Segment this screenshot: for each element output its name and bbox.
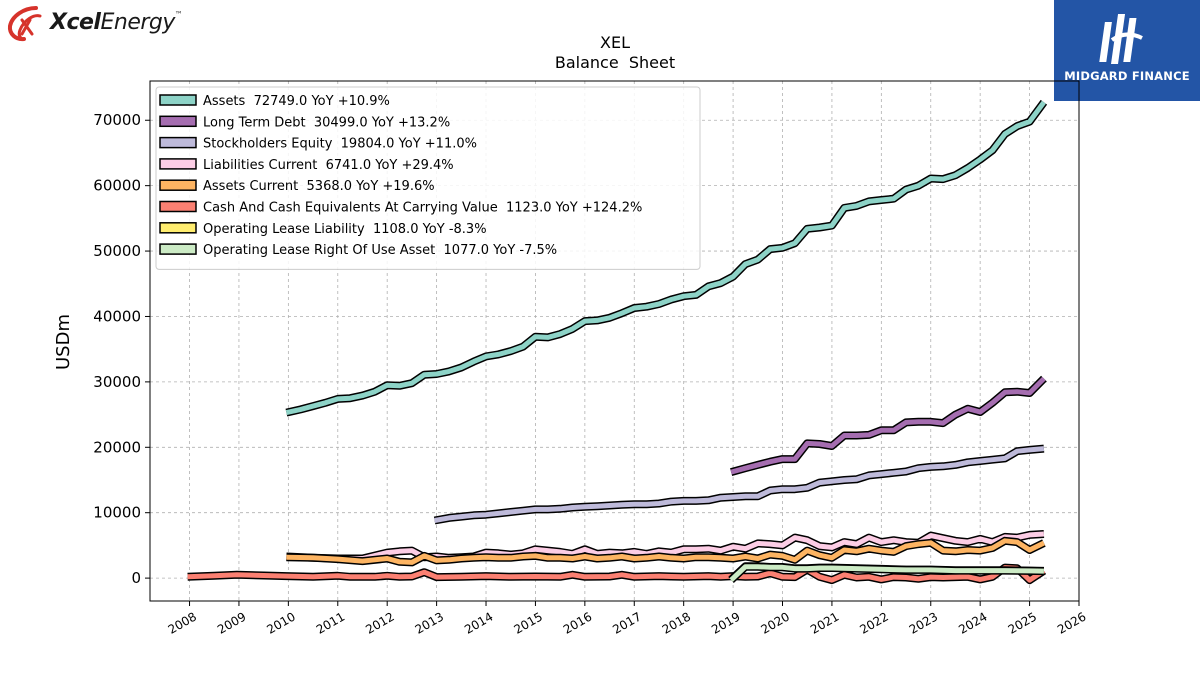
midgard-finance-logo: MIDGARD FINANCE xyxy=(1054,0,1200,101)
legend-label-5: Cash And Cash Equivalents At Carrying Va… xyxy=(203,201,642,216)
x-tick-label-2015: 2015 xyxy=(511,609,544,636)
y-axis-label: USDm xyxy=(53,314,74,370)
x-tick-label-2026: 2026 xyxy=(1055,609,1088,636)
x-tick-label-2025: 2025 xyxy=(1006,609,1039,636)
legend-label-6: Operating Lease Liability 1108.0 YoY -8.… xyxy=(203,222,487,237)
chart-subtitle: Balance Sheet xyxy=(555,53,675,72)
y-tick-label-30000: 30000 xyxy=(93,373,141,391)
x-tick-label-2012: 2012 xyxy=(363,609,396,636)
legend-swatch-2 xyxy=(159,136,197,149)
series-line-1 xyxy=(730,376,1046,475)
x-tick-label-2010: 2010 xyxy=(264,609,297,636)
x-tick-label-2023: 2023 xyxy=(907,609,940,636)
y-tick-label-70000: 70000 xyxy=(93,111,141,129)
x-tick-label-2017: 2017 xyxy=(610,609,643,636)
x-tick-label-2018: 2018 xyxy=(660,609,693,636)
series-line-0 xyxy=(285,100,1046,416)
x-tick-label-2014: 2014 xyxy=(462,609,495,636)
y-tick-label-20000: 20000 xyxy=(93,438,141,456)
x-tick-label-2024: 2024 xyxy=(956,609,989,636)
xcel-energy-logo: XcelEnergy™ xyxy=(6,4,196,44)
plot-frame xyxy=(149,80,1080,602)
legend-swatch-3 xyxy=(159,158,197,170)
midgard-finance-text: MIDGARD FINANCE xyxy=(1064,69,1190,83)
series-line-4 xyxy=(286,538,1045,565)
xcel-energy-wordmark: XcelEnergy™ xyxy=(50,10,183,35)
y-tick-label-60000: 60000 xyxy=(93,177,141,195)
y-tick-label-0: 0 xyxy=(131,569,141,587)
x-tick-label-2022: 2022 xyxy=(857,609,890,636)
x-tick-label-2013: 2013 xyxy=(413,609,446,636)
legend-box xyxy=(155,86,701,270)
legend-label-4: Assets Current 5368.0 YoY +19.6% xyxy=(203,179,435,194)
legend-swatch-7 xyxy=(159,243,197,255)
x-tick-label-2019: 2019 xyxy=(709,609,742,636)
series-line-2 xyxy=(434,446,1045,523)
x-tick-label-2011: 2011 xyxy=(314,609,347,636)
xcel-swoosh-icon xyxy=(7,6,42,42)
legend-swatch-1 xyxy=(159,115,197,128)
legend-label-2: Stockholders Equity 19804.0 YoY +11.0% xyxy=(203,137,477,152)
x-tick-label-2016: 2016 xyxy=(561,609,594,636)
legend-swatch-0 xyxy=(159,94,197,106)
legend-label-1: Long Term Debt 30499.0 YoY +13.2% xyxy=(203,115,450,130)
legend-label-3: Liabilities Current 6741.0 YoY +29.4% xyxy=(203,158,454,173)
legend-swatch-4 xyxy=(159,179,197,191)
series-line-5 xyxy=(187,565,1046,583)
midgard-mark-icon xyxy=(1099,14,1143,64)
x-tick-label-2020: 2020 xyxy=(759,609,792,636)
chart-series xyxy=(187,99,1048,585)
chart-title: XEL xyxy=(600,33,630,52)
x-tick-label-2008: 2008 xyxy=(166,609,199,636)
y-tick-label-40000: 40000 xyxy=(93,307,141,325)
x-tick-label-2009: 2009 xyxy=(215,609,248,636)
chart-legend: Assets 72749.0 YoY +10.9% Long Term Debt … xyxy=(155,86,701,270)
series-line-7 xyxy=(729,564,1044,582)
legend-swatch-6 xyxy=(159,222,197,234)
legend-label-0: Assets 72749.0 YoY +10.9% xyxy=(203,94,390,109)
y-tick-label-50000: 50000 xyxy=(93,242,141,260)
legend-swatch-5 xyxy=(159,200,197,213)
y-tick-label-10000: 10000 xyxy=(93,504,141,522)
x-tick-label-2021: 2021 xyxy=(808,609,841,636)
legend-label-7: Operating Lease Right Of Use Asset 1077.… xyxy=(203,243,557,258)
